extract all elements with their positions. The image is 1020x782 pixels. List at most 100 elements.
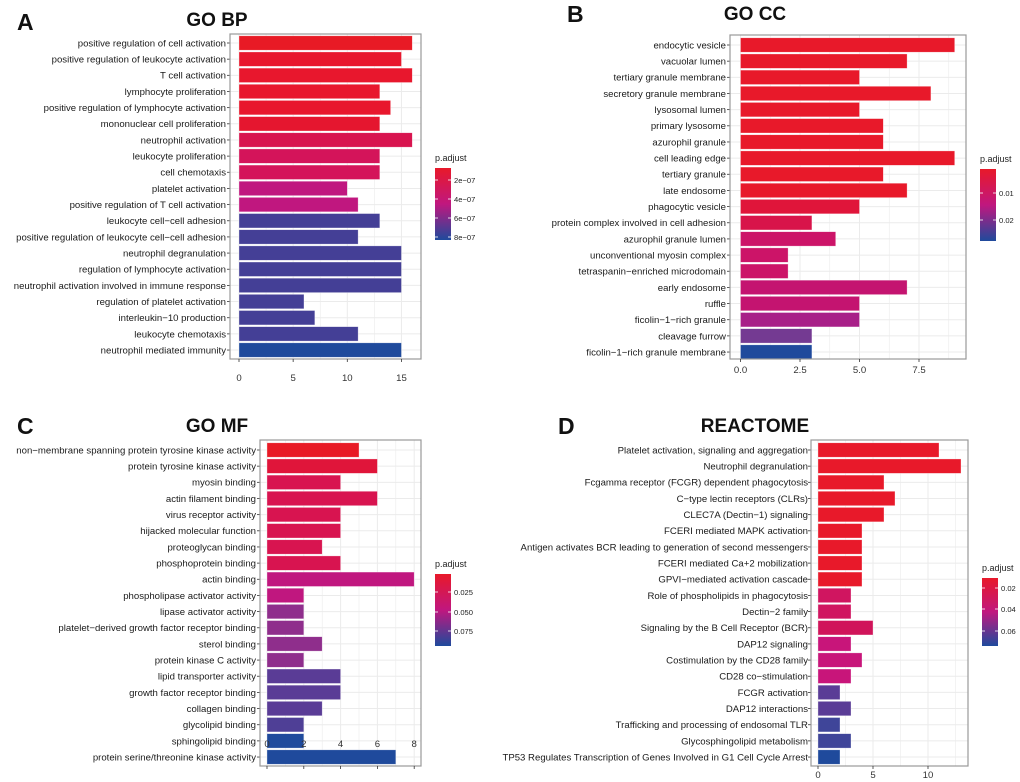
bar <box>740 166 884 182</box>
bar <box>817 523 863 539</box>
category-label: positive regulation of T cell activation <box>70 200 226 211</box>
x-tick-label: 10 <box>923 770 934 781</box>
category-label: neutrophil degranulation <box>123 248 226 259</box>
plot-border <box>729 34 967 360</box>
category-label: Trafficking and processing of endosomal … <box>616 720 808 731</box>
category-label: platelet activation <box>152 184 226 195</box>
category-label: non−membrane spanning protein tyrosine k… <box>16 445 256 456</box>
bar <box>740 247 789 263</box>
category-label: growth factor receptor binding <box>129 688 256 699</box>
legend-label: 0.025 <box>454 588 473 597</box>
panel-title: REACTOME <box>701 416 809 437</box>
legend-label: 0.02 <box>999 216 1014 225</box>
bar <box>740 312 860 328</box>
bar <box>266 668 341 684</box>
bar <box>266 701 323 717</box>
category-label: early endosome <box>658 283 726 294</box>
category-label: neutrophil mediated immunity <box>101 345 227 356</box>
x-tick-label: 7.5 <box>912 365 925 376</box>
legend-title: p.adjust <box>980 154 1012 164</box>
bar <box>266 442 360 458</box>
legend-label: 0.050 <box>454 608 473 617</box>
bar <box>817 636 852 652</box>
legend-label: 0.01 <box>999 189 1014 198</box>
legend-label: 8e−07 <box>454 233 475 242</box>
legend-label: 6e−07 <box>454 214 475 223</box>
panel-a: A GO BP positive regulation of cell activa… <box>14 9 476 384</box>
x-tick-label: 8 <box>412 739 417 750</box>
legend-label: 0.075 <box>454 627 473 636</box>
category-label: cell leading edge <box>654 154 726 165</box>
bar <box>266 587 305 603</box>
legend-label: 0.06 <box>1001 627 1016 636</box>
category-label: tertiary granule <box>662 170 726 181</box>
bar <box>740 215 813 231</box>
legend-label: 2e−07 <box>454 176 475 185</box>
bar <box>238 51 402 67</box>
x-tick-label: 5 <box>290 373 295 384</box>
bar <box>740 150 955 166</box>
bar <box>266 620 305 636</box>
category-label: Signaling by the B Cell Receptor (BCR) <box>641 623 808 634</box>
category-label: tetraspanin−enriched microdomain <box>579 267 726 278</box>
bar <box>817 442 940 458</box>
category-label: interleukin−10 production <box>119 313 226 324</box>
x-tick-label: 0 <box>236 373 241 384</box>
x-tick-label: 15 <box>396 373 407 384</box>
category-label: CD28 co−stimulation <box>719 672 808 683</box>
category-label: myosin binding <box>192 478 256 489</box>
bar <box>238 229 359 245</box>
bar <box>817 458 962 474</box>
legend-colorbar <box>982 578 998 646</box>
legend-title: p.adjust <box>435 559 467 569</box>
bar <box>817 587 852 603</box>
category-label: glycolipid binding <box>183 720 256 731</box>
bar <box>817 474 885 490</box>
category-label: sterol binding <box>199 639 256 650</box>
category-label: late endosome <box>663 186 726 197</box>
category-label: ficolin−1−rich granule membrane <box>586 347 726 358</box>
category-label: C−type lectin receptors (CLRs) <box>677 494 808 505</box>
bar <box>817 749 841 765</box>
bar <box>238 116 381 132</box>
category-label: DAP12 interactions <box>726 704 808 715</box>
category-label: FCGR activation <box>738 688 808 699</box>
legend-colorbar <box>435 168 451 240</box>
category-label: CLEC7A (Dectin−1) signaling <box>683 510 808 521</box>
bar <box>238 310 316 326</box>
category-label: lysosomal lumen <box>655 105 726 116</box>
category-label: primary lysosome <box>651 121 726 132</box>
plot-border <box>229 33 422 360</box>
legend-label: 0.04 <box>1001 605 1016 614</box>
bar <box>740 279 908 295</box>
bar <box>817 717 841 733</box>
bar <box>266 539 323 555</box>
category-label: T cell activation <box>160 71 226 82</box>
bar <box>266 490 378 506</box>
panel-c: C GO MF non−membrane spanning protein tyro… <box>16 413 473 769</box>
bar <box>266 684 341 700</box>
panel-b: B GO CC endocytic vesicle vacuolar lumen ter… <box>552 1 1014 376</box>
bar <box>740 102 860 118</box>
bar <box>817 539 863 555</box>
legend-label: 0.02 <box>1001 584 1016 593</box>
bar <box>817 684 841 700</box>
bar <box>238 294 305 310</box>
legend-colorbar <box>435 574 451 646</box>
category-label: Neutrophil degranulation <box>703 462 808 473</box>
category-label: phosphoprotein binding <box>156 559 256 570</box>
panel-letter: B <box>567 1 584 27</box>
category-label: phagocytic vesicle <box>648 202 726 213</box>
bar <box>817 733 852 749</box>
category-label: FCERI mediated MAPK activation <box>664 526 808 537</box>
bar <box>740 344 813 360</box>
bar <box>817 652 863 668</box>
bar <box>266 636 323 652</box>
bar <box>740 134 884 150</box>
bar <box>266 555 341 571</box>
bar <box>740 85 932 101</box>
category-label: Costimulation by the CD28 family <box>666 655 808 666</box>
category-label: cleavage furrow <box>658 331 726 342</box>
bar <box>817 620 874 636</box>
